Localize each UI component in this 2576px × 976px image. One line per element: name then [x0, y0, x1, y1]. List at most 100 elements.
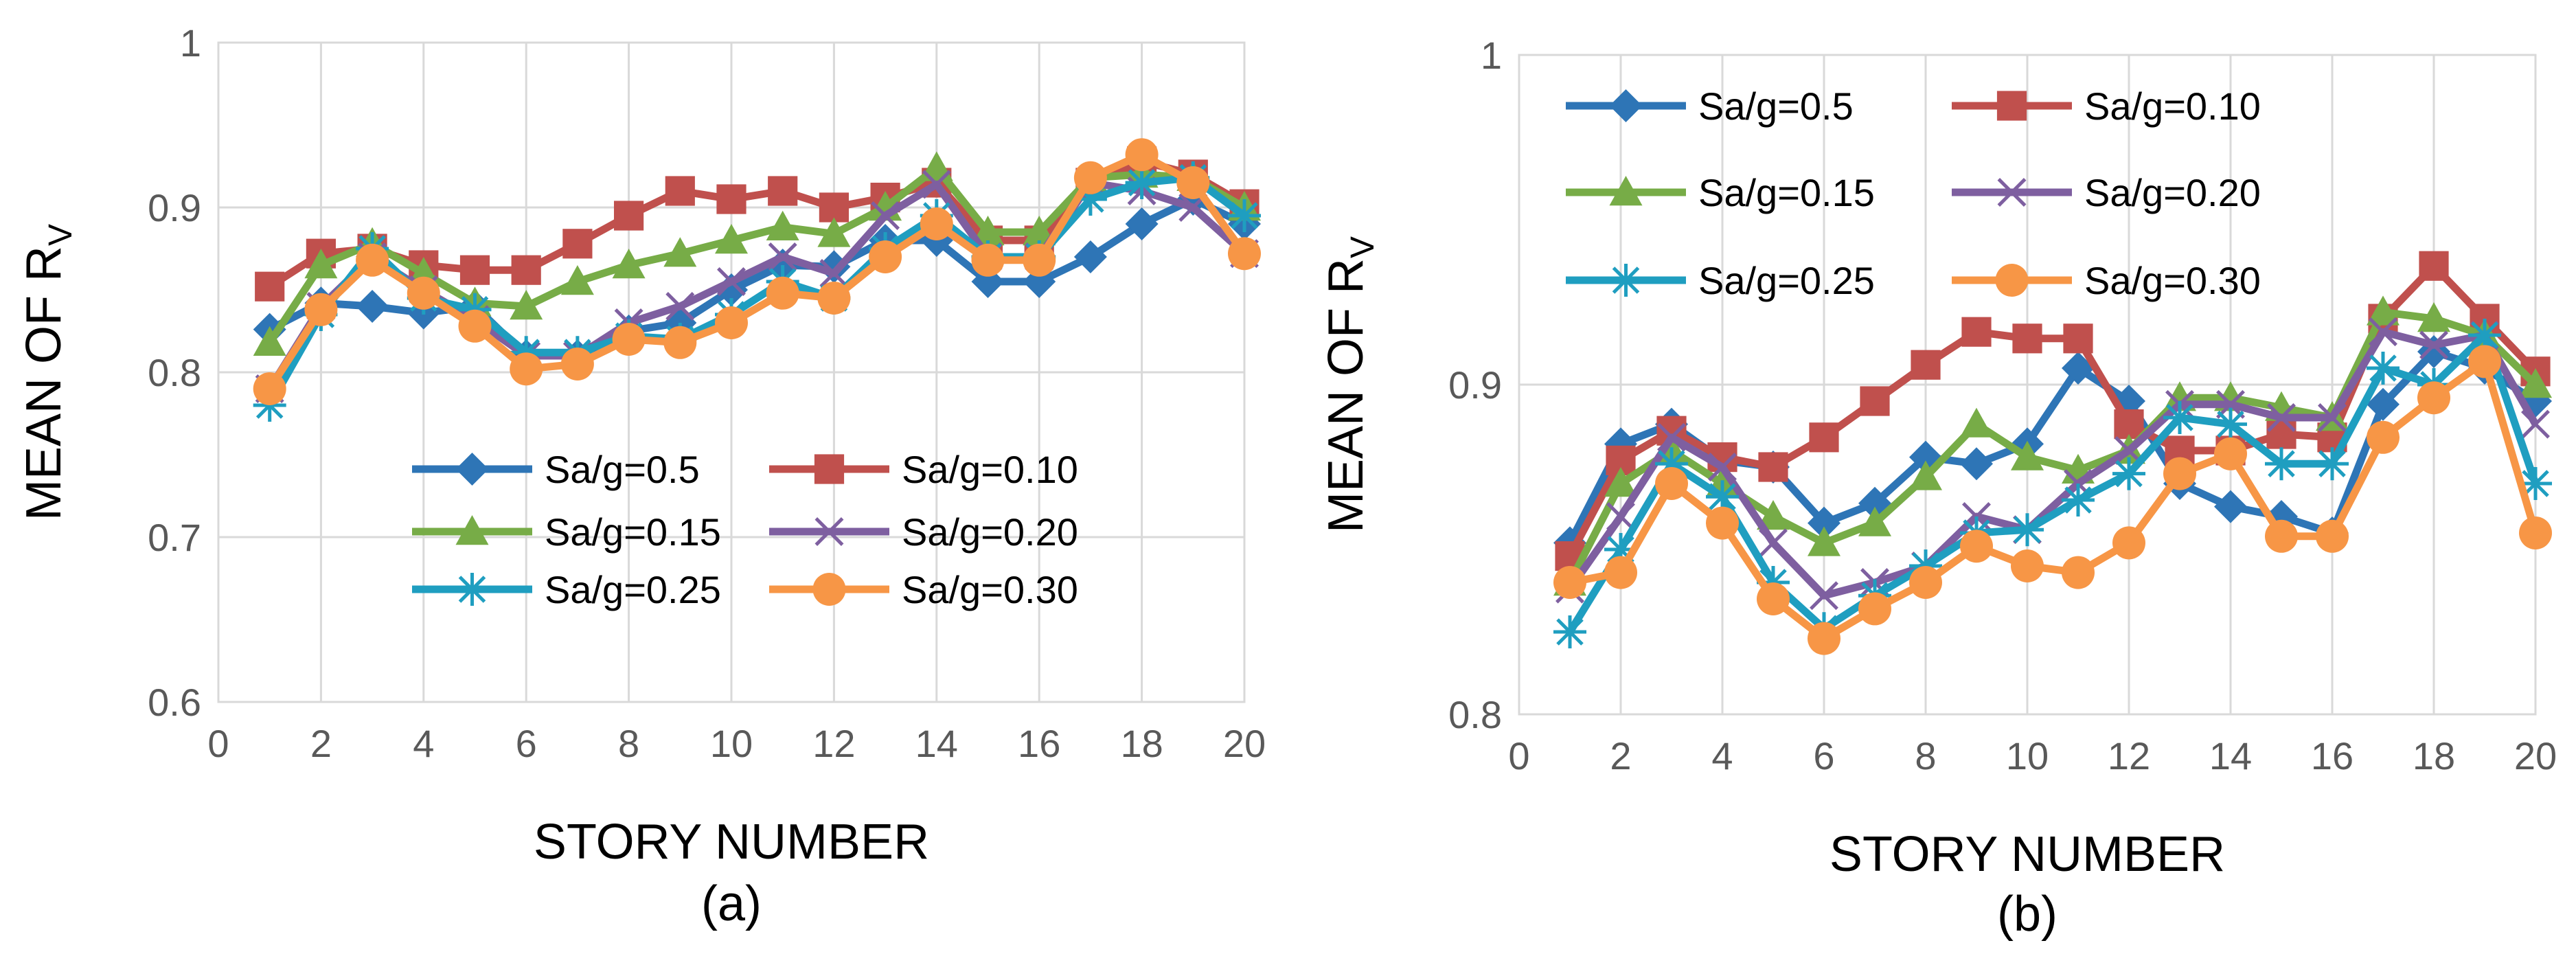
data-point [715, 224, 748, 254]
data-point [665, 292, 695, 321]
y-tick-label: 0.8 [1448, 693, 1502, 736]
data-point [1960, 407, 1993, 438]
legend-label: Sa/g=0.25 [545, 568, 721, 611]
data-point [1073, 161, 1107, 194]
data-point [768, 242, 797, 271]
data-point [1228, 237, 1261, 271]
data-point [1604, 556, 1637, 589]
x-tick-label: 8 [618, 722, 639, 765]
x-tick-label: 2 [310, 722, 332, 765]
data-point [2267, 403, 2296, 432]
data-point [817, 217, 851, 247]
data-point [817, 282, 851, 315]
data-point [2214, 407, 2247, 441]
series-sa-g-0-25 [1553, 319, 2552, 648]
legend-marker [1609, 89, 1643, 122]
series-line [1566, 328, 2539, 600]
legend-marker [1995, 264, 2029, 297]
data-point [1125, 207, 1159, 240]
y-tick-label: 0.7 [148, 516, 201, 559]
x-tick-label: 4 [413, 722, 434, 765]
x-tick-label: 16 [2311, 734, 2353, 778]
legend-marker [814, 517, 844, 546]
data-point [1911, 350, 1941, 380]
data-point [1909, 460, 1942, 490]
legend-item-sa-g-0-20: Sa/g=0.20 [769, 510, 1078, 554]
legend-label: Sa/g=0.5 [1698, 84, 1854, 128]
data-point [1808, 506, 1840, 540]
data-point [2367, 420, 2400, 454]
data-point [2367, 387, 2400, 421]
data-point [2163, 401, 2196, 434]
legend: Sa/g=0.5 Sa/g=0.10 Sa/g=0.15 Sa/g=0.20 Sa/g=… [1566, 84, 2261, 302]
data-point [2316, 519, 2349, 553]
data-point [1125, 138, 1159, 172]
x-tick-label: 4 [1711, 734, 1733, 778]
data-point [1858, 592, 1891, 626]
legend-marker [1997, 178, 2027, 207]
data-point [2519, 517, 2552, 549]
data-point [2318, 403, 2347, 432]
data-point [1810, 581, 1838, 611]
data-point [1553, 615, 1586, 648]
data-point [1757, 500, 1790, 530]
data-point [1604, 467, 1637, 497]
data-point [510, 290, 543, 320]
data-point [2062, 556, 2095, 589]
data-point [356, 243, 389, 277]
data-point [612, 323, 646, 356]
data-point [920, 151, 953, 181]
data-point [665, 176, 695, 206]
legend-label: Sa/g=0.10 [2084, 84, 2261, 128]
x-tick-label: 6 [516, 722, 537, 765]
data-point [1176, 166, 1210, 199]
data-point [819, 259, 849, 288]
data-point [1759, 528, 1788, 558]
panel-label: (a) [701, 876, 762, 931]
data-point [1961, 317, 1992, 347]
y-axis-title: MEAN OF RV [1319, 236, 1381, 533]
data-point [1606, 502, 1635, 531]
data-point [1657, 422, 1686, 452]
data-point [407, 276, 440, 310]
legend-item-sa-g-0-10: Sa/g=0.10 [769, 448, 1078, 491]
legend-item-sa-g-0-25: Sa/g=0.25 [412, 568, 721, 611]
data-point [2265, 519, 2298, 553]
series-sa-g-0-25 [253, 161, 1261, 422]
legend-label: Sa/g=0.5 [545, 448, 700, 491]
legend-label: Sa/g=0.30 [902, 568, 1078, 611]
x-tick-label: 0 [207, 722, 229, 765]
data-point [920, 207, 953, 240]
legend-item-sa-g-0-30: Sa/g=0.30 [1952, 259, 2261, 302]
x-tick-label: 12 [2108, 734, 2150, 778]
legend-label: Sa/g=0.20 [2084, 171, 2261, 214]
data-point [560, 265, 594, 295]
x-tick-label: 10 [710, 722, 753, 765]
data-point [2063, 324, 2093, 354]
data-point [2062, 484, 2095, 517]
data-point [2468, 345, 2501, 378]
panel-label: (b) [1997, 887, 2058, 942]
y-tick-label: 0.9 [1448, 363, 1502, 407]
x-tick-label: 6 [1813, 734, 1834, 778]
data-point [2417, 302, 2450, 332]
data-point [2011, 549, 2044, 582]
data-point [1706, 506, 1739, 540]
data-point [766, 276, 799, 310]
x-tick-label: 14 [2209, 734, 2252, 778]
legend-marker [814, 454, 845, 484]
x-tick-label: 18 [1120, 722, 1163, 765]
y-tick-label: 1 [180, 21, 201, 65]
data-point [1808, 526, 1840, 556]
legend-label: Sa/g=0.15 [545, 510, 721, 554]
data-point [2519, 368, 2552, 398]
data-point [2266, 419, 2296, 449]
x-tick-label: 10 [2006, 734, 2049, 778]
data-point [2367, 352, 2400, 385]
data-point [458, 309, 492, 343]
legend-label: Sa/g=0.15 [1698, 171, 1875, 214]
data-point [971, 216, 1005, 246]
data-point [663, 326, 697, 359]
y-tick-label: 1 [1481, 34, 1502, 77]
x-tick-label: 12 [812, 722, 855, 765]
